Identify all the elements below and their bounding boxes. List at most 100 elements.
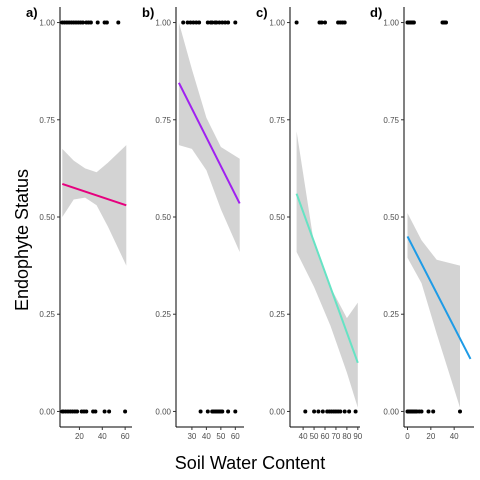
data-point <box>411 20 416 25</box>
data-point <box>197 20 202 25</box>
data-point <box>188 20 193 25</box>
data-point <box>226 409 231 414</box>
y-tick-label: 0.25 <box>269 310 285 319</box>
data-point <box>107 409 112 414</box>
y-tick-label: 0.50 <box>39 213 55 222</box>
y-tick-label: 0.75 <box>39 116 55 125</box>
fit-line <box>295 193 359 364</box>
data-point <box>342 20 347 25</box>
panel-d: 0.00 0.25 0.50 0.75 1.00 0 20 40 d) <box>370 5 474 441</box>
data-point <box>303 409 308 414</box>
data-point <box>181 20 186 25</box>
data-point <box>316 409 321 414</box>
data-point <box>353 409 358 414</box>
confidence-ribbon <box>407 213 460 408</box>
data-point <box>220 20 225 25</box>
x-axis-title: Soil Water Content <box>175 453 325 473</box>
fit-line <box>178 82 241 204</box>
x-tick-label: 50 <box>216 432 225 441</box>
data-point <box>431 409 436 414</box>
y-tick-label: 0.00 <box>39 407 55 416</box>
data-point <box>123 409 128 414</box>
data-point <box>104 20 109 25</box>
x-tick-label: 30 <box>187 432 196 441</box>
y-tick-label: 0.00 <box>155 407 171 416</box>
data-point <box>214 20 219 25</box>
y-tick-label: 1.00 <box>269 19 285 28</box>
x-tick-label: 60 <box>321 432 330 441</box>
data-point <box>84 409 89 414</box>
data-point <box>319 20 324 25</box>
data-point <box>223 20 228 25</box>
panels: 0.00 0.25 0.50 0.75 1.00 20 40 60 a) 0.00 0.25 0.50… <box>26 5 474 441</box>
panel-c: 0.00 0.25 0.50 0.75 1.00 40 50 60 70 80 90 c) <box>256 5 363 441</box>
x-tick-label: 50 <box>310 432 319 441</box>
data-point <box>205 409 210 414</box>
data-point <box>194 20 199 25</box>
y-tick-label: 0.75 <box>269 116 285 125</box>
data-point <box>342 409 347 414</box>
y-tick-label: 0.00 <box>383 407 399 416</box>
x-tick-label: 20 <box>75 432 84 441</box>
x-tick-label: 60 <box>231 432 240 441</box>
panel-label: b) <box>142 5 154 20</box>
data-point <box>419 409 424 414</box>
data-point <box>88 20 93 25</box>
data-point <box>205 20 210 25</box>
data-point <box>347 409 352 414</box>
confidence-ribbon <box>62 145 127 266</box>
x-tick-label: 40 <box>450 432 459 441</box>
y-tick-label: 1.00 <box>383 19 399 28</box>
y-tick-label: 0.50 <box>383 213 399 222</box>
y-tick-label: 1.00 <box>155 19 171 28</box>
data-point <box>312 409 317 414</box>
data-point <box>116 20 121 25</box>
y-tick-label: 1.00 <box>39 19 55 28</box>
data-point <box>338 409 343 414</box>
x-tick-label: 90 <box>353 432 362 441</box>
x-tick-label: 40 <box>299 432 308 441</box>
y-tick-label: 0.75 <box>383 116 399 125</box>
y-tick-label: 0.25 <box>155 310 171 319</box>
x-tick-label: 70 <box>331 432 340 441</box>
y-axis-title: Endophyte Status <box>12 169 32 311</box>
y-tick-label: 0.00 <box>269 407 285 416</box>
data-point <box>294 20 299 25</box>
x-tick-label: 40 <box>98 432 107 441</box>
confidence-ribbon <box>178 22 240 252</box>
data-point <box>210 20 215 25</box>
y-tick-label: 0.50 <box>269 213 285 222</box>
data-point <box>233 20 238 25</box>
y-tick-label: 0.75 <box>155 116 171 125</box>
x-tick-label: 80 <box>342 432 351 441</box>
data-point <box>226 20 231 25</box>
y-tick-label: 0.25 <box>39 310 55 319</box>
x-tick-label: 20 <box>426 432 435 441</box>
data-point <box>75 409 80 414</box>
data-point <box>233 409 238 414</box>
data-point <box>191 20 196 25</box>
data-point <box>323 20 327 25</box>
x-tick-label: 0 <box>405 432 410 441</box>
panel-label: c) <box>256 5 268 20</box>
x-tick-label: 40 <box>202 432 211 441</box>
panel-a: 0.00 0.25 0.50 0.75 1.00 20 40 60 a) <box>26 5 132 441</box>
data-point <box>220 409 225 414</box>
data-point <box>320 409 325 414</box>
data-point <box>217 20 222 25</box>
fit-line <box>61 182 127 207</box>
x-tick-label: 60 <box>121 432 130 441</box>
data-point <box>444 20 448 25</box>
data-point <box>185 20 190 25</box>
data-point <box>198 409 203 414</box>
panel-label: d) <box>370 5 382 20</box>
data-point <box>102 409 107 414</box>
confidence-ribbon <box>296 131 358 408</box>
y-tick-label: 0.25 <box>383 310 399 319</box>
data-point <box>93 409 98 414</box>
data-point <box>95 20 100 25</box>
fit-line <box>406 235 472 360</box>
data-point <box>80 20 85 25</box>
panel-label: a) <box>26 5 38 20</box>
